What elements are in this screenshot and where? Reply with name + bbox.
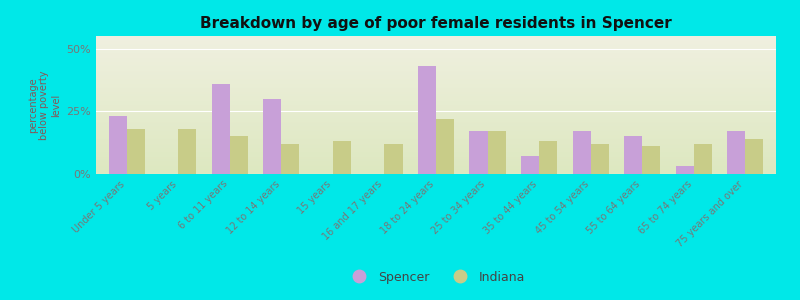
Bar — [385, 144, 402, 174]
Bar — [127, 129, 145, 174]
Bar — [230, 136, 248, 174]
Bar — [418, 66, 436, 174]
Bar — [436, 119, 454, 174]
Bar — [694, 144, 712, 174]
Bar — [212, 84, 230, 174]
Title: Breakdown by age of poor female residents in Spencer: Breakdown by age of poor female resident… — [200, 16, 672, 31]
Bar — [109, 116, 127, 174]
Bar — [590, 144, 609, 174]
Bar — [263, 99, 282, 174]
Bar — [178, 129, 197, 174]
Bar — [573, 131, 590, 174]
Bar — [727, 131, 745, 174]
Bar — [333, 141, 351, 174]
Bar — [624, 136, 642, 174]
Bar — [642, 146, 660, 174]
Legend: Spencer, Indiana: Spencer, Indiana — [342, 266, 530, 289]
Bar — [521, 156, 539, 174]
Bar — [675, 167, 694, 174]
Bar — [282, 144, 299, 174]
Bar — [745, 139, 763, 174]
Bar — [487, 131, 506, 174]
Y-axis label: percentage
below poverty
level: percentage below poverty level — [28, 70, 61, 140]
Bar — [470, 131, 487, 174]
Bar — [539, 141, 557, 174]
